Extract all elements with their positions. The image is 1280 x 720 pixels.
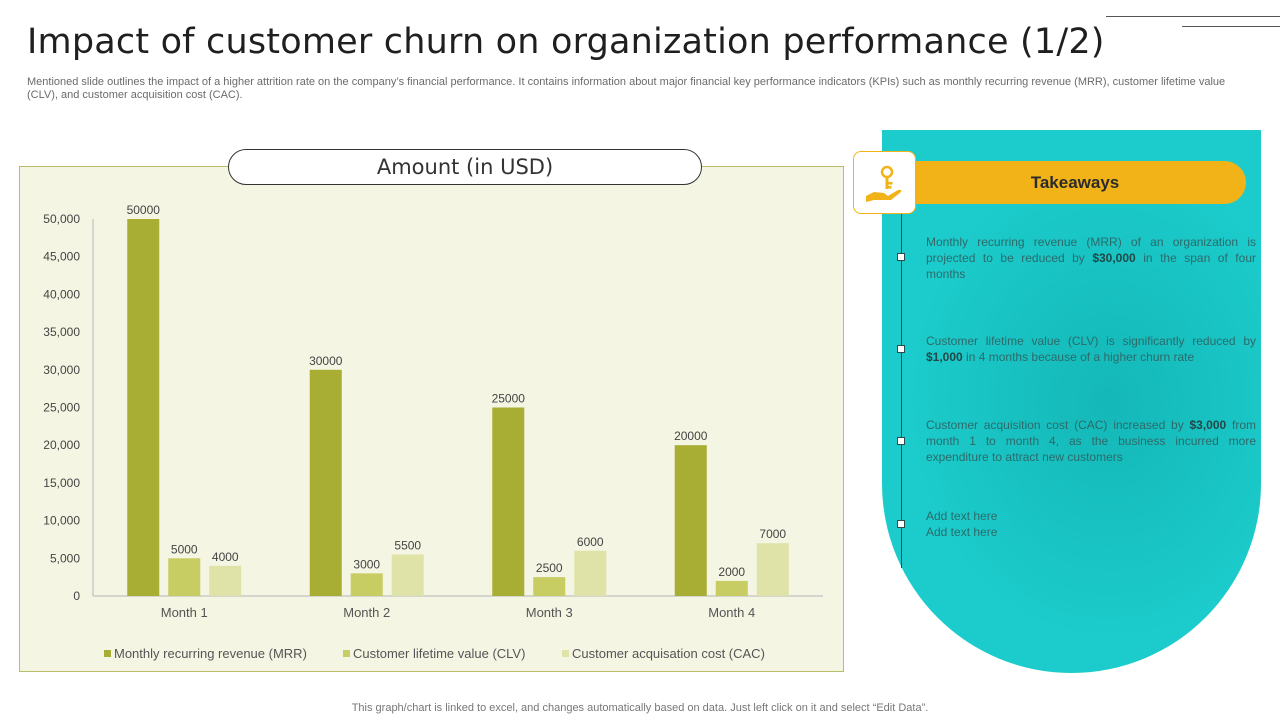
timeline-dot (897, 437, 905, 445)
bar (309, 369, 342, 596)
decor-line (1182, 26, 1280, 27)
data-label: 30000 (309, 354, 343, 368)
bar (391, 554, 424, 596)
bar (492, 407, 525, 596)
page-title: Impact of customer churn on organization… (27, 22, 1105, 62)
y-tick-label: 0 (73, 589, 80, 603)
bar (756, 543, 789, 596)
bar (127, 219, 160, 596)
bar (533, 577, 566, 596)
bar (350, 573, 383, 596)
timeline-dot (897, 345, 905, 353)
y-tick-label: 30,000 (43, 363, 80, 377)
decor-line (1106, 16, 1280, 17)
x-tick-label: Month 3 (526, 605, 573, 620)
takeaway-item-mrr: Monthly recurring revenue (MRR) of an or… (926, 235, 1256, 281)
timeline-dot (897, 520, 905, 528)
bar (168, 558, 201, 596)
takeaways-panel (882, 130, 1261, 673)
data-label: 2500 (536, 561, 563, 575)
x-tick-label: Month 1 (161, 605, 208, 620)
y-tick-label: 50,000 (43, 212, 80, 226)
legend-entry: Customer lifetime value (CLV) (353, 646, 525, 661)
bar (209, 565, 242, 596)
hand-holding-key-icon (853, 151, 916, 214)
data-label: 5500 (394, 539, 421, 553)
timeline-dot (897, 253, 905, 261)
data-label: 20000 (674, 429, 708, 443)
data-label: 6000 (577, 535, 604, 549)
y-tick-label: 40,000 (43, 287, 80, 301)
y-tick-label: 20,000 (43, 438, 80, 452)
y-tick-label: 15,000 (43, 476, 80, 490)
legend-swatch (343, 650, 350, 657)
y-tick-label: 25,000 (43, 401, 80, 415)
bar (715, 580, 748, 596)
data-label: 50000 (127, 203, 161, 217)
data-label: 25000 (492, 392, 526, 406)
legend-entry: Monthly recurring revenue (MRR) (114, 646, 307, 661)
y-tick-label: 45,000 (43, 250, 80, 264)
data-label: 5000 (171, 542, 198, 556)
bar (674, 445, 707, 596)
legend-entry: Customer acquisation cost (CAC) (572, 646, 765, 661)
data-label: 4000 (212, 550, 239, 564)
bar (574, 550, 607, 596)
hand-holding-key-icon-graphic (866, 165, 902, 202)
data-label: 7000 (759, 527, 786, 541)
footer-note: This graph/chart is linked to excel, and… (351, 702, 929, 714)
y-tick-label: 5,000 (50, 551, 80, 565)
data-label: 2000 (718, 565, 745, 579)
legend-swatch (104, 650, 111, 657)
takeaways-header-bar (895, 161, 1246, 204)
y-tick-label: 10,000 (43, 514, 80, 528)
timeline-line (901, 214, 902, 568)
chart-heading: Amount (in USD) (228, 149, 702, 185)
y-tick-label: 35,000 (43, 325, 80, 339)
x-tick-label: Month 4 (708, 605, 755, 620)
takeaway-item-cac: Customer acquisition cost (CAC) increase… (926, 418, 1256, 464)
panel-photo-overlay (882, 130, 1261, 673)
legend-swatch (562, 650, 569, 657)
page-subtitle: Mentioned slide outlines the impact of a… (27, 76, 1226, 101)
takeaway-item-clv: Customer lifetime value (CLV) is signifi… (926, 334, 1256, 364)
takeaways-heading: Takeaways (1030, 173, 1120, 192)
x-tick-label: Month 2 (343, 605, 390, 620)
takeaway-item-placeholder[interactable]: Add text here Add text here (926, 509, 998, 539)
data-label: 3000 (353, 557, 380, 571)
